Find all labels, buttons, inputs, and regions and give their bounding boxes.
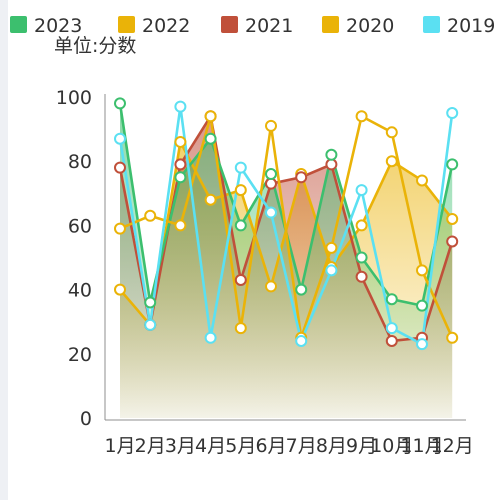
point-2020-9月[interactable]	[355, 219, 368, 232]
legend-label-2022[interactable]: 2022	[142, 15, 190, 37]
point-2023-6月[interactable]	[265, 168, 277, 181]
point-2019-4月[interactable]	[204, 331, 217, 344]
x-tick-label: 11月	[400, 435, 443, 457]
x-tick-label: 3月	[165, 435, 196, 457]
point-2021-8月[interactable]	[325, 158, 338, 171]
x-tick-label: 10月	[370, 435, 413, 457]
point-2019-10月[interactable]	[385, 322, 398, 335]
point-2022-5月[interactable]	[234, 322, 247, 335]
point-2020-6月[interactable]	[265, 280, 277, 293]
point-2022-4月[interactable]	[204, 110, 217, 123]
x-tick-label: 2月	[135, 435, 166, 457]
x-tick-label: 12月	[431, 435, 474, 457]
point-2023-9月[interactable]	[355, 251, 368, 264]
point-2019-12月[interactable]	[446, 107, 459, 120]
point-2019-11月[interactable]	[416, 338, 428, 351]
point-2023-8月[interactable]	[325, 148, 338, 161]
legend-swatch-2019[interactable]	[423, 16, 440, 33]
point-2020-1月[interactable]	[114, 283, 126, 296]
point-2021-10月[interactable]	[385, 334, 398, 347]
point-2019-6月[interactable]	[265, 206, 277, 219]
point-2023-4月[interactable]	[204, 132, 217, 145]
point-2021-6月[interactable]	[265, 177, 277, 190]
point-2023-7月[interactable]	[295, 283, 308, 296]
point-2019-5月[interactable]	[234, 161, 247, 174]
legend-label-2020[interactable]: 2020	[346, 15, 394, 37]
y-tick-label: 40	[68, 280, 92, 302]
legend-label-2021[interactable]: 2021	[245, 15, 293, 37]
y-tick-label: 60	[68, 215, 92, 237]
point-2020-5月[interactable]	[234, 184, 247, 197]
unit-label: 单位:分数	[54, 35, 136, 57]
point-2021-7月[interactable]	[295, 171, 308, 184]
point-2023-2月[interactable]	[144, 296, 157, 309]
point-2022-3月[interactable]	[174, 219, 187, 232]
point-2019-2月[interactable]	[144, 318, 157, 331]
y-tick-label: 80	[68, 151, 92, 173]
legend-label-2023[interactable]: 2023	[34, 15, 82, 37]
legend: 2023 2022 2021 2020 2019	[10, 15, 495, 37]
x-tick-label: 4月	[195, 435, 226, 457]
point-2023-10月[interactable]	[385, 293, 398, 306]
point-2020-12月[interactable]	[446, 212, 459, 225]
point-2023-12月[interactable]	[446, 158, 459, 171]
x-tick-label: 5月	[225, 435, 256, 457]
point-2022-9月[interactable]	[355, 110, 368, 123]
point-2022-12月[interactable]	[446, 331, 459, 344]
point-2019-3月[interactable]	[174, 100, 187, 113]
y-tick-label: 0	[80, 408, 92, 430]
point-2019-8月[interactable]	[325, 264, 338, 277]
point-2023-5月[interactable]	[234, 219, 247, 232]
series-points	[114, 97, 459, 351]
point-2019-7月[interactable]	[295, 334, 308, 347]
point-2020-11月[interactable]	[416, 174, 428, 187]
legend-swatch-2020[interactable]	[322, 16, 339, 33]
point-2020-10月[interactable]	[385, 155, 398, 168]
point-2021-12月[interactable]	[446, 235, 459, 248]
x-tick-label: 8月	[316, 435, 347, 457]
y-tick-label: 20	[68, 344, 92, 366]
point-2021-9月[interactable]	[355, 270, 368, 283]
area-2023	[120, 103, 453, 419]
legend-swatch-2021[interactable]	[221, 16, 238, 33]
legend-swatch-2023[interactable]	[10, 16, 27, 33]
left-border-strip	[0, 0, 8, 500]
point-2019-9月[interactable]	[355, 184, 368, 197]
x-tick-label: 9月	[346, 435, 377, 457]
point-2022-11月[interactable]	[416, 264, 428, 277]
legend-swatch-2022[interactable]	[118, 16, 135, 33]
point-2023-11月[interactable]	[416, 299, 428, 312]
series-areas	[120, 103, 453, 419]
point-2020-4月[interactable]	[204, 193, 217, 206]
x-tick-label: 7月	[286, 435, 317, 457]
point-2022-10月[interactable]	[385, 126, 398, 139]
point-2020-3月[interactable]	[174, 135, 187, 148]
point-2019-1月[interactable]	[114, 132, 126, 145]
point-2021-5月[interactable]	[234, 273, 247, 286]
point-2022-2月[interactable]	[144, 209, 157, 222]
point-2021-1月[interactable]	[114, 161, 126, 174]
point-2023-3月[interactable]	[174, 171, 187, 184]
point-2022-1月[interactable]	[114, 222, 126, 235]
point-2022-6月[interactable]	[265, 119, 277, 132]
point-2022-8月[interactable]	[325, 241, 338, 254]
y-tick-label: 100	[56, 87, 92, 109]
x-tick-label: 1月	[104, 435, 135, 457]
point-2021-3月[interactable]	[174, 158, 187, 171]
point-2023-1月[interactable]	[114, 97, 126, 110]
legend-label-2019[interactable]: 2019	[447, 15, 495, 37]
x-tick-label: 6月	[255, 435, 286, 457]
